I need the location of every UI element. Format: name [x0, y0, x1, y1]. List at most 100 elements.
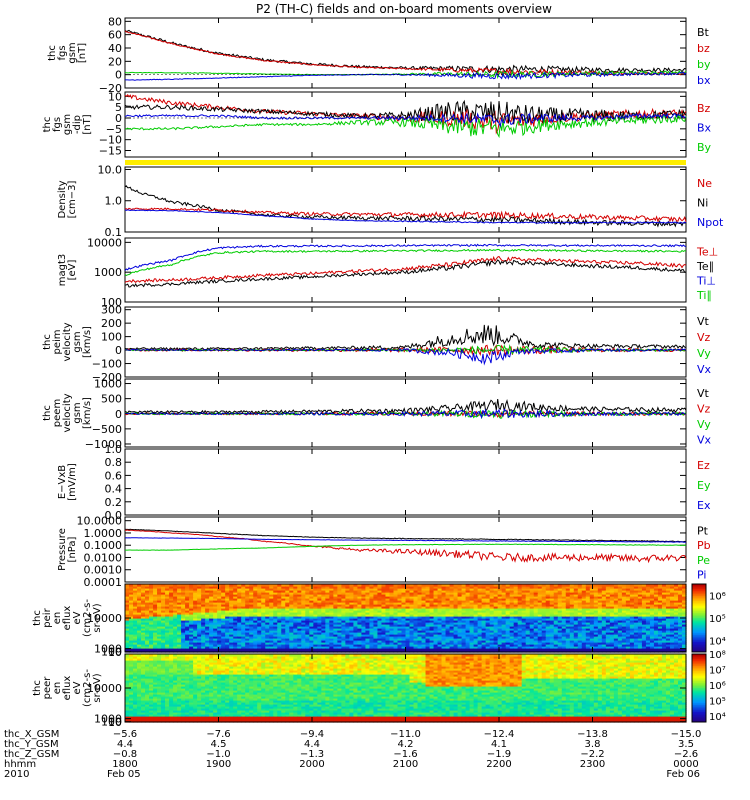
spectrogram-cell [357, 624, 363, 627]
spectrogram-cell [229, 650, 234, 653]
spectrogram-cell [441, 638, 447, 641]
spectrogram-cell [321, 616, 326, 619]
spectrogram-cell [233, 608, 238, 611]
spectrogram-cell [193, 588, 198, 591]
spectrogram-cell [385, 644, 391, 647]
spectrogram-cell [297, 620, 302, 623]
spectrogram-cell [157, 640, 162, 643]
spectrogram-cell [345, 640, 350, 643]
spectrogram-cell [309, 610, 314, 613]
spectrogram-cell [237, 612, 242, 615]
spectrogram-cell [285, 644, 290, 647]
spectrogram-cell [369, 592, 375, 595]
legend-Vz: Vz [697, 331, 711, 344]
spectrogram-cell [417, 638, 423, 641]
spectrogram-cell [281, 610, 286, 613]
y-tick-label: 0.0 [105, 509, 123, 522]
spectrogram-cell [217, 630, 222, 633]
spectrogram-cell [129, 644, 134, 647]
spectrogram-cell [181, 596, 186, 599]
spectrogram-cell [425, 608, 431, 611]
spectrogram-cell [357, 584, 363, 587]
spectrogram-cell [393, 618, 399, 621]
spectrogram-cell [249, 622, 254, 625]
spectrogram-cell [129, 596, 134, 599]
spectrogram-cell [333, 620, 338, 623]
spectrogram-cell [257, 640, 262, 643]
spectrogram-cell [261, 594, 266, 597]
spectrogram-cell [261, 634, 266, 637]
spectrogram-cell [321, 594, 326, 597]
spectrogram-cell [229, 606, 234, 609]
legend-Vt: Vt [697, 387, 710, 400]
spectrogram-cell [421, 594, 427, 597]
spectrogram-cell [349, 634, 355, 637]
spectrogram-cell [149, 644, 154, 647]
spectrogram-cell [197, 608, 202, 611]
spectrogram-cell [381, 612, 387, 615]
series-By [124, 112, 687, 139]
spectrogram-cell [193, 628, 198, 631]
spectrogram-cell [161, 602, 166, 605]
spectrogram-cell [257, 634, 262, 637]
spectrogram-cell [253, 648, 258, 651]
spectrogram-cell [249, 624, 254, 627]
spectrogram-cell [281, 594, 286, 597]
spectrogram-cell [157, 628, 162, 631]
spectrogram-cell [353, 612, 359, 615]
spectrogram-cell [429, 646, 435, 649]
spectrogram-cell [397, 650, 403, 653]
series-Pt [124, 528, 687, 543]
spectrogram-cell [261, 644, 266, 647]
spectrogram-cell [249, 648, 254, 651]
spectrogram-cell [369, 614, 375, 617]
spectrogram-cell [441, 640, 447, 643]
spectrogram-cell [445, 622, 451, 625]
spectrogram-cell [265, 636, 270, 639]
spectrogram-cell [233, 650, 238, 653]
spectrogram-cell [421, 602, 427, 605]
spectrogram-cell [137, 618, 142, 621]
spectrogram-cell [281, 588, 286, 591]
spectrogram-cell [177, 618, 182, 621]
spectrogram-cell [285, 602, 290, 605]
spectrogram-cell [261, 646, 266, 649]
spectrogram-cell [129, 624, 134, 627]
spectrogram-cell [225, 604, 230, 607]
spectrogram-cell [345, 642, 350, 645]
spectrogram-cell [245, 624, 250, 627]
spectrogram-cell [157, 592, 162, 595]
spectrogram-cell [221, 608, 226, 611]
spectrogram-cell [173, 642, 178, 645]
spectrogram-cell [429, 602, 435, 605]
spectrogram-cell [349, 594, 355, 597]
spectrogram-cell [241, 628, 246, 631]
legend-Ti∥: Ti∥ [696, 289, 712, 302]
spectrogram-cell [413, 628, 419, 631]
spectrogram-cell [313, 610, 318, 613]
spectrogram-cell [197, 624, 202, 627]
spectrogram-cell [289, 592, 294, 595]
spectrogram-cell [241, 642, 246, 645]
spectrogram-cell [177, 620, 182, 623]
spectrogram-cell [397, 604, 403, 607]
spectrogram-cell [365, 630, 371, 633]
spectrogram-cell [237, 628, 242, 631]
spectrogram-cell [313, 624, 318, 627]
spectrogram-cell [177, 622, 182, 625]
spectrogram-cell [397, 614, 403, 617]
spectrogram-cell [169, 618, 174, 621]
spectrogram-cell [233, 646, 238, 649]
spectrogram-cell [173, 648, 178, 651]
spectrogram-cell [369, 628, 375, 631]
spectrogram-cell [125, 630, 130, 633]
spectrogram-cell [157, 644, 162, 647]
spectrogram-cell [329, 630, 334, 633]
spectrogram-cell [289, 598, 294, 601]
spectrogram-cell [281, 642, 286, 645]
spectrogram-cell [241, 648, 246, 651]
spectrogram-cell [201, 634, 206, 637]
spectrogram-cell [201, 636, 206, 639]
spectrogram-cell [365, 606, 371, 609]
spectrogram-cell [125, 638, 130, 641]
